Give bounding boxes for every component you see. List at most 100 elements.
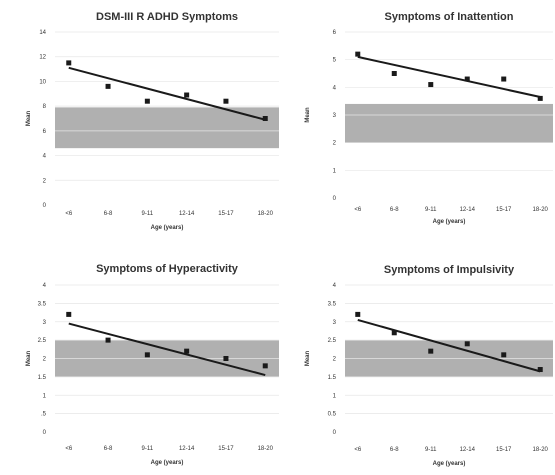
data-point bbox=[501, 76, 507, 82]
y-tick-label: 1 bbox=[43, 393, 47, 399]
chart-svg: 0 1 2 3 4 5 6 <6 6-8 9-11 12-14 15-17 18-20 Symptoms … bbox=[305, 11, 553, 225]
y-tick-label: 3.5 bbox=[328, 301, 337, 307]
y-axis-label: Mean bbox=[305, 107, 311, 123]
y-tick-label: 3 bbox=[333, 320, 337, 326]
x-tick-label: 15-17 bbox=[218, 446, 234, 452]
data-point bbox=[428, 348, 434, 354]
data-point bbox=[464, 76, 470, 82]
y-tick-label: 2 bbox=[333, 357, 337, 363]
x-tick-label: 9-11 bbox=[425, 447, 437, 453]
data-point bbox=[144, 98, 150, 104]
data-point bbox=[105, 83, 111, 89]
data-point bbox=[464, 341, 470, 347]
chart-title: Symptoms of Impulsivity bbox=[384, 264, 515, 276]
data-point bbox=[262, 363, 268, 369]
x-tick-label: <6 bbox=[354, 207, 362, 213]
chart-inattention: 0 1 2 3 4 5 6 <6 6-8 9-11 12-14 15-17 18-20 Symptoms … bbox=[285, 0, 555, 237]
y-tick-label: 4 bbox=[43, 154, 47, 160]
chart-title: DSM-III R ADHD Symptoms bbox=[96, 11, 238, 23]
y-tick-label: 12 bbox=[39, 55, 46, 61]
x-tick-label: 18-20 bbox=[533, 447, 549, 453]
chart-title: Symptoms of Inattention bbox=[385, 11, 514, 23]
y-tick-label: 5 bbox=[333, 58, 337, 64]
data-point bbox=[184, 348, 190, 354]
y-tick-label: 3 bbox=[333, 113, 337, 119]
y-tick-label: 1 bbox=[333, 168, 337, 174]
x-tick-label: 6-8 bbox=[104, 446, 113, 452]
x-tick-label: 12-14 bbox=[179, 446, 195, 452]
x-tick-label: 9-11 bbox=[142, 211, 154, 217]
y-tick-label: 10 bbox=[39, 79, 46, 85]
x-tick-label: 6-8 bbox=[104, 211, 113, 217]
trend-line bbox=[68, 66, 266, 121]
y-tick-label: 3.5 bbox=[38, 301, 47, 307]
x-axis-label: Age (years) bbox=[433, 219, 466, 225]
y-axis-label: Mean bbox=[26, 351, 32, 367]
x-tick-label: 12-14 bbox=[460, 207, 476, 213]
y-tick-label: 0 bbox=[43, 203, 47, 209]
y-axis-label: Mean bbox=[26, 111, 32, 127]
x-tick-label: 9-11 bbox=[425, 207, 437, 213]
data-point bbox=[537, 95, 543, 101]
normative-band bbox=[345, 103, 553, 143]
x-tick-label: 18-20 bbox=[258, 446, 274, 452]
y-tick-label: 4 bbox=[43, 283, 47, 289]
chart-svg: 0 2 4 6 8 10 12 14 <6 6-8 9-11 12-14 15-17 18-20 DSM-I… bbox=[26, 11, 279, 231]
y-tick-label: 3 bbox=[43, 320, 47, 326]
y-tick-label: 6 bbox=[333, 30, 337, 36]
x-tick-label: 12-14 bbox=[460, 447, 476, 453]
y-tick-label: 1 bbox=[333, 393, 337, 399]
chart-impulsivity: 0 0.5 1 1.5 2 2.5 3 3.5 4 <6 6-8 9-11 12-14 15-17 18-2… bbox=[285, 237, 555, 475]
data-point bbox=[428, 82, 434, 88]
data-point bbox=[355, 311, 361, 317]
trend-line bbox=[68, 322, 266, 377]
x-tick-label: 12-14 bbox=[179, 211, 195, 217]
y-tick-label: 8 bbox=[43, 104, 47, 110]
chart-adhd-symptoms: 0 2 4 6 8 10 12 14 <6 6-8 9-11 12-14 15-17 18-20 DSM-I… bbox=[0, 0, 285, 237]
y-tick-label: 14 bbox=[39, 30, 46, 36]
y-axis-label: Mean bbox=[305, 351, 311, 367]
y-tick-label: 0 bbox=[333, 430, 337, 436]
data-point bbox=[105, 337, 111, 343]
y-tick-label: 0 bbox=[333, 196, 337, 202]
x-axis-label: Age (years) bbox=[433, 461, 466, 467]
chart-svg: 0 .5 1 1.5 2 2.5 3 3.5 4 <6 6-8 9-11 12-14 15-17 18-20… bbox=[26, 263, 279, 466]
y-tick-label: 1.5 bbox=[38, 375, 47, 381]
y-tick-label: 0.5 bbox=[328, 412, 337, 418]
data-point bbox=[391, 71, 397, 76]
x-tick-label: 6-8 bbox=[390, 207, 399, 213]
data-point bbox=[144, 352, 150, 358]
y-tick-label: 4 bbox=[333, 283, 337, 289]
x-axis-label: Age (years) bbox=[151, 225, 184, 231]
x-tick-label: 18-20 bbox=[258, 211, 274, 217]
trend-line bbox=[357, 55, 541, 98]
data-point bbox=[66, 60, 72, 66]
x-tick-label: <6 bbox=[65, 211, 73, 217]
x-tick-label: <6 bbox=[354, 447, 362, 453]
data-point bbox=[66, 311, 72, 317]
chart-title: Symptoms of Hyperactivity bbox=[96, 263, 239, 275]
y-tick-label: 2.5 bbox=[328, 338, 337, 344]
chart-hyperactivity: 0 .5 1 1.5 2 2.5 3 3.5 4 <6 6-8 9-11 12-14 15-17 18-20… bbox=[0, 237, 285, 475]
x-tick-label: 15-17 bbox=[496, 207, 512, 213]
y-tick-label: 0 bbox=[43, 430, 47, 436]
data-point bbox=[355, 51, 361, 57]
x-tick-label: 6-8 bbox=[390, 447, 399, 453]
y-tick-label: 2 bbox=[43, 178, 47, 184]
x-axis-label: Age (years) bbox=[151, 460, 184, 466]
data-point bbox=[184, 92, 190, 98]
x-tick-label: 15-17 bbox=[496, 447, 512, 453]
data-point bbox=[223, 356, 229, 361]
x-tick-label: 9-11 bbox=[142, 446, 154, 452]
x-tick-label: 18-20 bbox=[533, 207, 549, 213]
x-tick-label: <6 bbox=[65, 446, 73, 452]
data-point bbox=[391, 330, 397, 336]
y-tick-label: 4 bbox=[333, 85, 337, 91]
y-tick-label: 2.5 bbox=[38, 338, 47, 344]
y-tick-label: 1.5 bbox=[328, 375, 337, 381]
data-point bbox=[537, 367, 543, 373]
data-point bbox=[501, 352, 507, 358]
data-point bbox=[262, 116, 268, 121]
trend-line bbox=[357, 318, 541, 373]
chart-svg: 0 0.5 1 1.5 2 2.5 3 3.5 4 <6 6-8 9-11 12-14 15-17 18-2… bbox=[305, 264, 553, 467]
